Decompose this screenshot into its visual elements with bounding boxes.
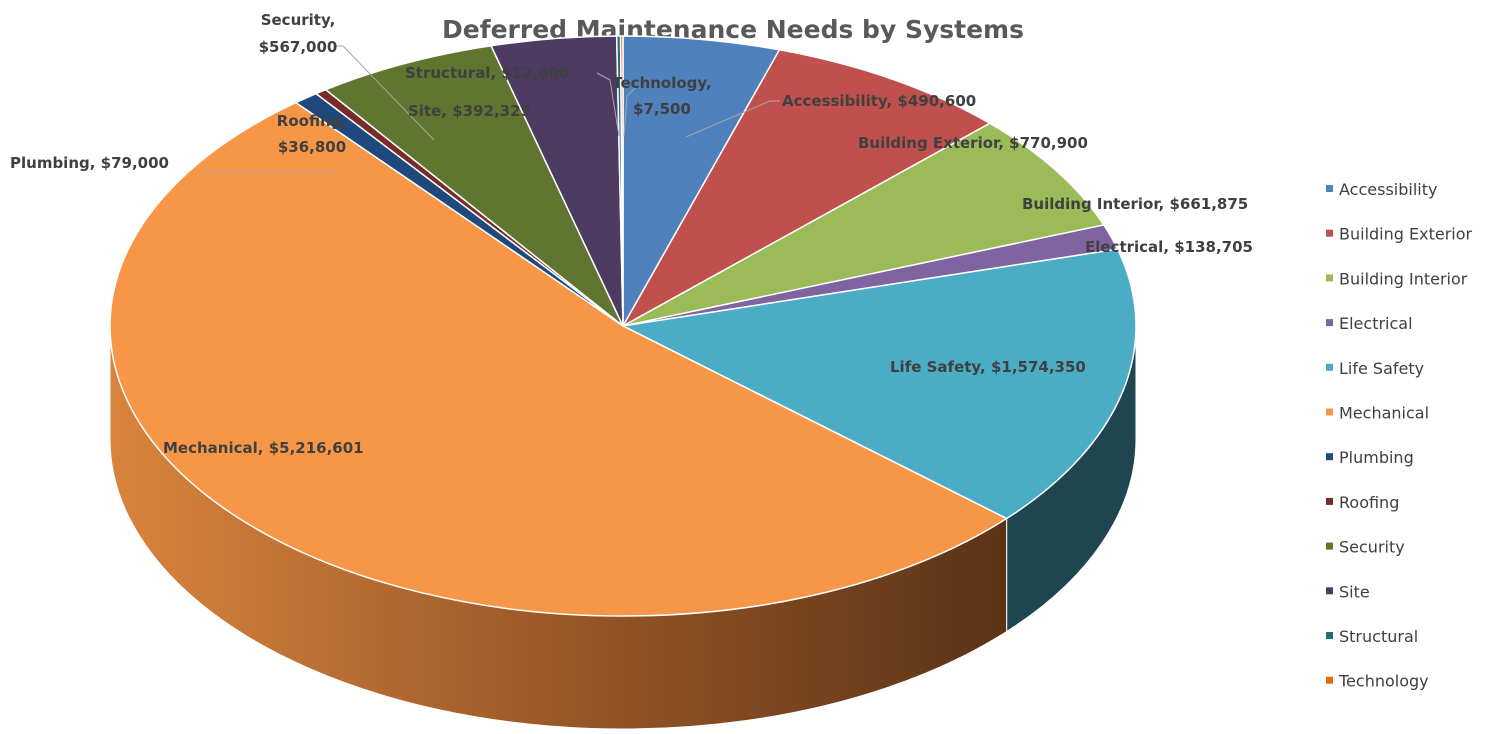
legend-item-site: Site (1326, 582, 1370, 601)
data-label-accessibility: Accessibility, $490,600 (782, 92, 976, 110)
legend-item-roofing: Roofing (1326, 493, 1399, 512)
legend-swatch (1326, 363, 1333, 371)
pie-slices (109, 35, 1137, 617)
legend-item-electrical: Electrical (1326, 314, 1413, 333)
legend-swatch (1326, 274, 1333, 282)
legend-item-structural: Structural (1326, 627, 1418, 646)
data-label-mechanical: Mechanical, $5,216,601 (163, 439, 364, 457)
data-label-roofing: Roofing, $36,800 (277, 112, 347, 156)
legend-item-accessibility: Accessibility (1326, 180, 1437, 199)
legend-swatch (1326, 587, 1333, 595)
legend-label: Security (1339, 538, 1405, 557)
legend: Accessibility Building Exterior Building I… (1326, 180, 1473, 691)
data-labels: Accessibility, $490,600 Building Exterior… (10, 11, 1253, 457)
data-label-building-interior: Building Interior, $661,875 (1022, 195, 1248, 213)
legend-swatch (1326, 497, 1333, 505)
slice-building-exterior[interactable] (621, 48, 992, 328)
data-label-technology: Technology, $7,500 (612, 74, 711, 118)
data-label-site: Site, $392,325 (408, 102, 531, 120)
data-label-electrical: Electrical, $138,705 (1085, 238, 1253, 256)
legend-swatch (1326, 319, 1333, 327)
slice-accessibility[interactable] (622, 35, 781, 329)
chart-title: Deferred Maintenance Needs by Systems (442, 15, 1024, 44)
legend-label: Technology (1338, 672, 1429, 691)
legend-swatch (1326, 676, 1333, 684)
leader-line-accessibility (685, 100, 780, 138)
legend-swatch (1326, 229, 1333, 237)
legend-label: Accessibility (1339, 180, 1437, 199)
data-label-structural: Structural, $12,000 (405, 64, 570, 82)
slice-building-interior[interactable] (622, 122, 1106, 327)
legend-label: Electrical (1339, 314, 1413, 333)
data-label-security: Security, $567,000 (259, 11, 338, 56)
legend-swatch (1326, 408, 1333, 416)
legend-label: Plumbing (1339, 448, 1414, 467)
legend-label: Life Safety (1339, 359, 1424, 378)
legend-swatch (1326, 632, 1333, 639)
leader-line-technology (623, 87, 636, 137)
leader-line-security (336, 45, 435, 141)
legend-item-building-interior: Building Interior (1326, 269, 1468, 288)
legend-item-plumbing: Plumbing (1326, 448, 1414, 467)
legend-swatch (1326, 542, 1333, 550)
leader-line-structural (596, 72, 620, 137)
slice-security[interactable] (324, 44, 624, 327)
legend-label: Roofing (1339, 493, 1399, 512)
slice-mechanical[interactable] (109, 101, 1009, 617)
legend-swatch (1326, 453, 1333, 461)
legend-item-mechanical: Mechanical (1326, 404, 1429, 423)
data-label-life-safety: Life Safety, $1,574,350 (890, 358, 1086, 376)
legend-label: Structural (1339, 627, 1418, 646)
legend-label: Building Exterior (1339, 225, 1473, 244)
legend-item-building-exterior: Building Exterior (1326, 225, 1473, 244)
slice-technology[interactable] (619, 35, 624, 327)
legend-label: Building Interior (1339, 269, 1468, 288)
data-label-building-exterior: Building Exterior, $770,900 (858, 134, 1088, 152)
legend-swatch (1326, 185, 1333, 192)
data-label-plumbing: Plumbing, $79,000 (10, 154, 169, 172)
legend-item-life-safety: Life Safety (1326, 359, 1424, 378)
slice-life-safety[interactable] (620, 248, 1137, 520)
legend-label: Site (1339, 582, 1370, 601)
legend-item-technology: Technology (1326, 672, 1429, 691)
legend-item-security: Security (1326, 538, 1405, 557)
legend-label: Mechanical (1339, 404, 1429, 423)
leader-lines (200, 45, 780, 173)
